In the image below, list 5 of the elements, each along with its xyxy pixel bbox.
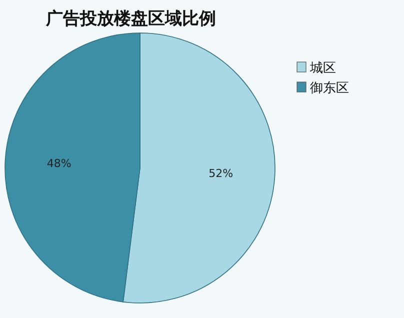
legend-label: 御东区: [310, 81, 349, 96]
chart-title: 广告投放楼盘区域比例: [45, 9, 216, 29]
data-label: 52%: [208, 167, 234, 180]
data-label: 48%: [46, 156, 72, 170]
legend-label: 城区: [309, 61, 336, 76]
